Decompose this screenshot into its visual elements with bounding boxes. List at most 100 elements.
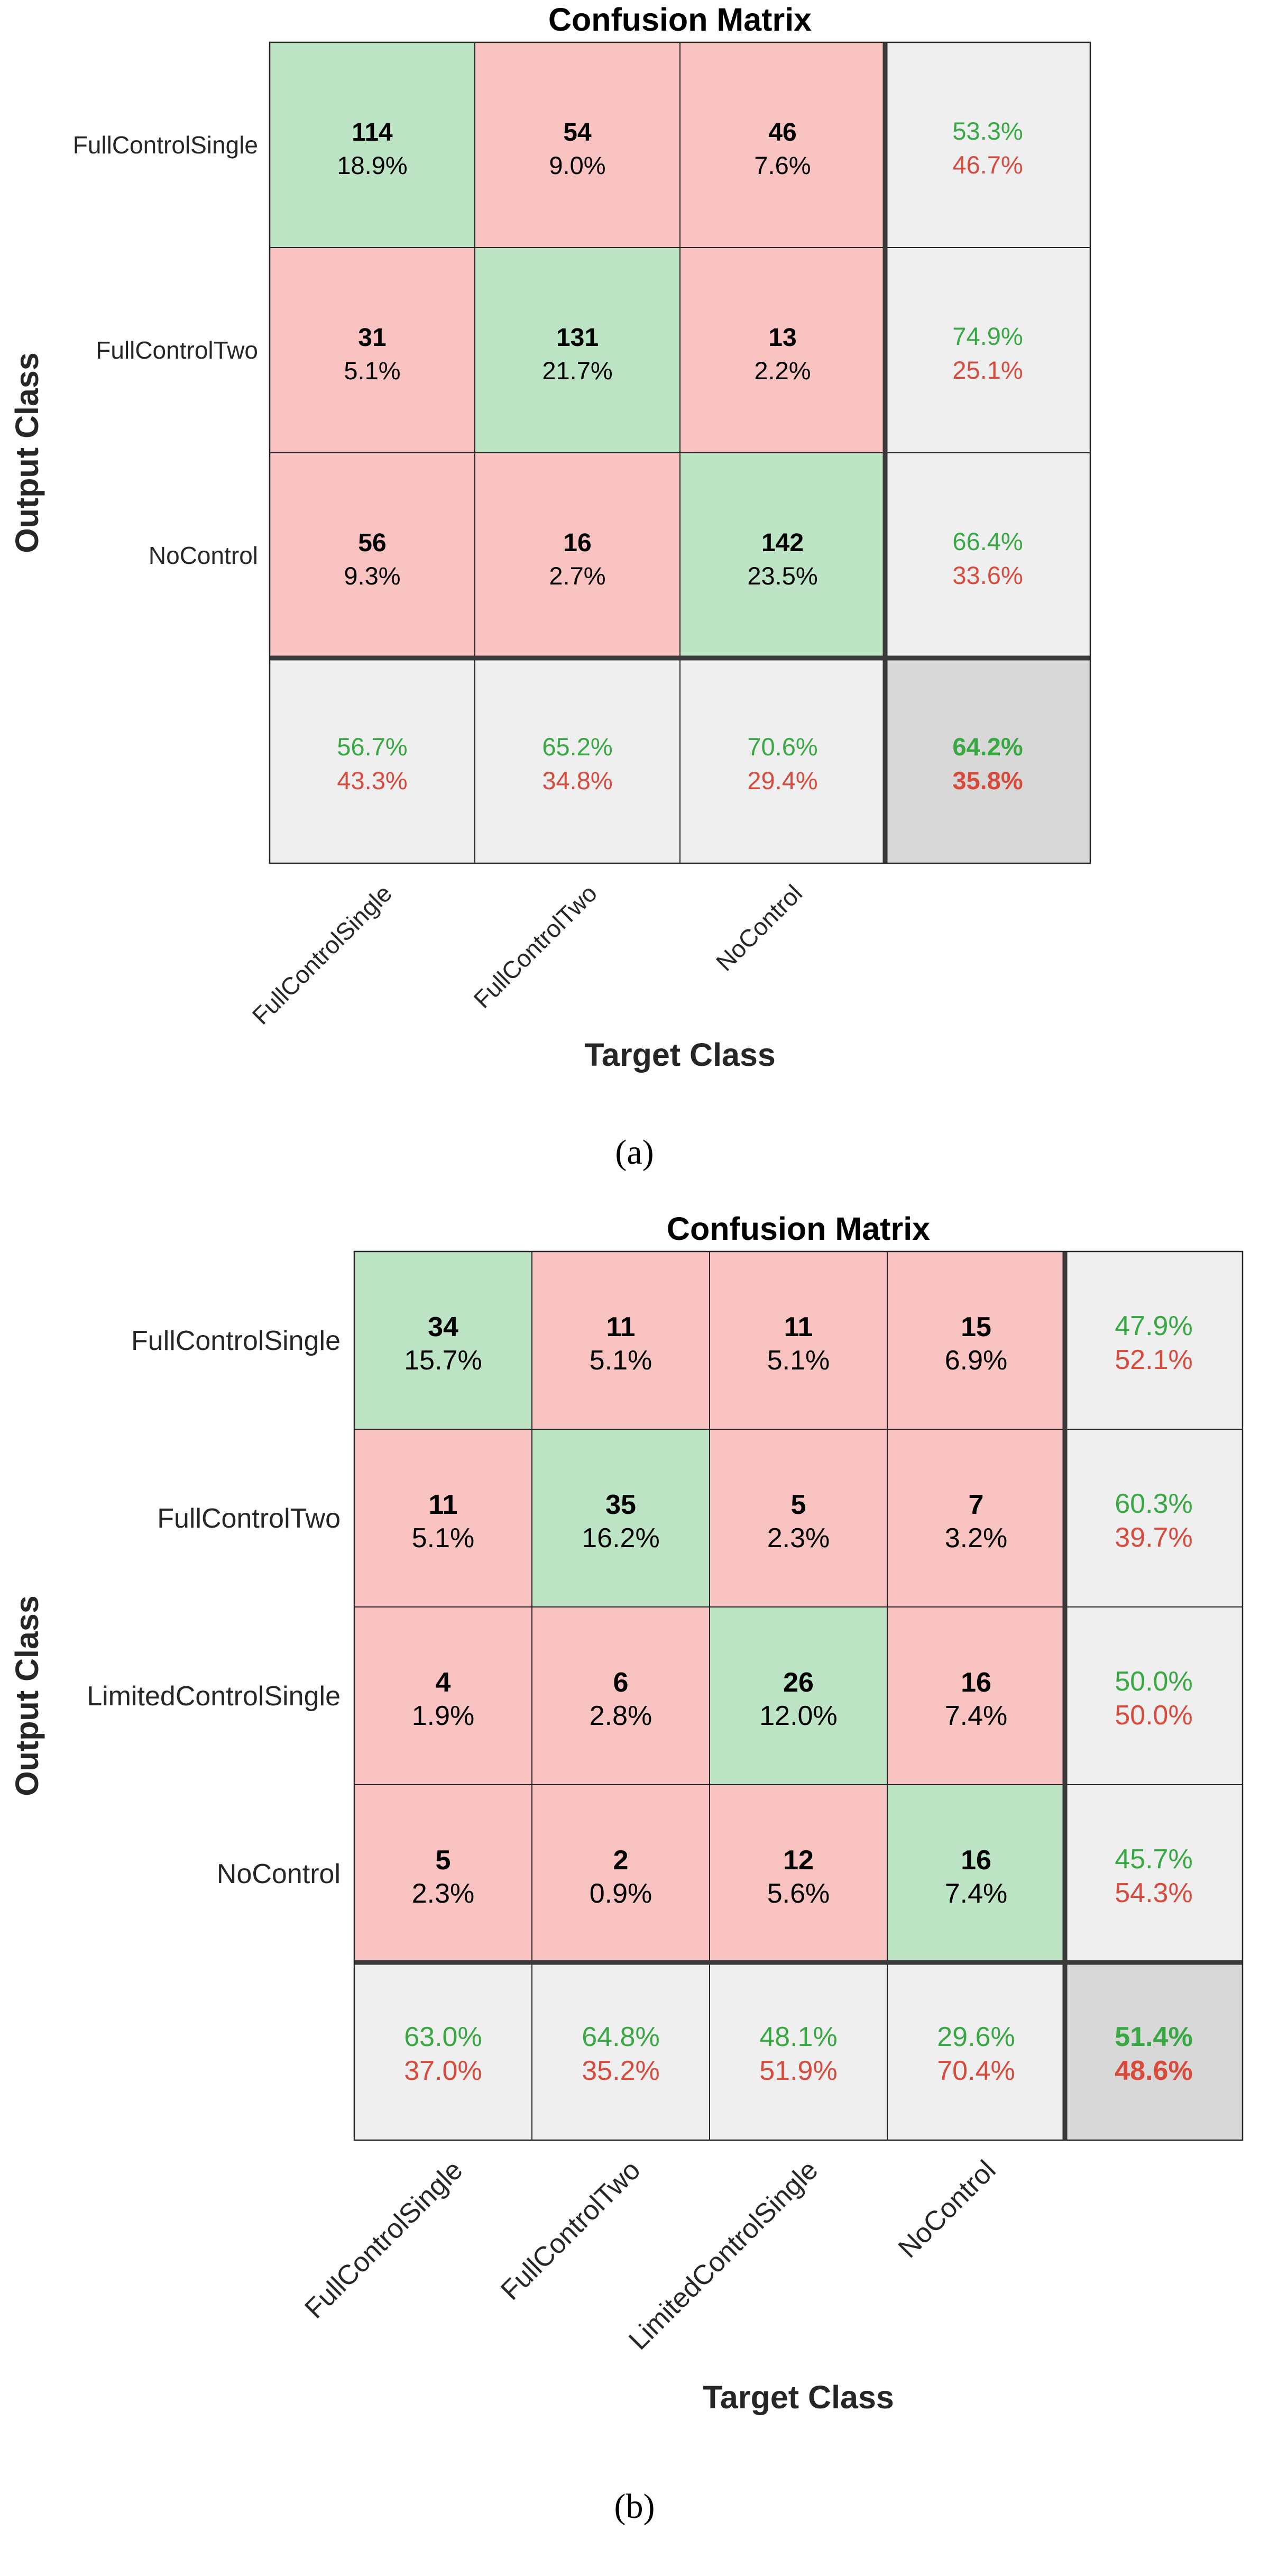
cell-percent: 3.2% (945, 1523, 1008, 1554)
cell-count: 16 (961, 1845, 991, 1876)
cell-percent: 7.6% (754, 151, 811, 179)
matrix-cell (354, 1251, 532, 1430)
cell-count: 16 (563, 529, 591, 557)
chart-title: Confusion Matrix (548, 2, 812, 38)
cell-percent: 2.3% (767, 1523, 830, 1554)
cell-count: 16 (961, 1667, 991, 1698)
col-summary-cell (679, 657, 886, 864)
total-error: 35.8% (952, 766, 1023, 794)
x-tick-label: FullControlSingle (247, 879, 397, 1029)
cell-percent: 2.3% (412, 1878, 475, 1909)
col-recall: 70.6% (747, 733, 817, 761)
y-tick-label: LimitedControlSingle (87, 1681, 341, 1712)
row-precision: 53.3% (952, 117, 1023, 145)
y-axis-label: Output Class (9, 1595, 45, 1796)
cell-count: 26 (783, 1667, 814, 1698)
row-summary-cell (1064, 1429, 1243, 1607)
cell-count: 35 (605, 1490, 636, 1520)
cell-count: 142 (761, 529, 804, 557)
row-summary-cell (885, 452, 1091, 659)
x-axis-label: Target Class (703, 2379, 894, 2415)
col-recall: 48.1% (759, 2022, 837, 2052)
row-summary-cell (1064, 1784, 1243, 1963)
cell-count: 31 (358, 324, 386, 352)
matrix-cell (709, 1429, 888, 1607)
row-error: 50.0% (1115, 1700, 1192, 1731)
cell-count: 6 (613, 1667, 629, 1698)
cell-count: 15 (961, 1312, 991, 1342)
subfigure-label: (a) (615, 1133, 654, 1172)
cell-percent: 9.0% (549, 151, 605, 179)
row-precision: 45.7% (1115, 1844, 1192, 1875)
x-tick-label: NoControl (711, 879, 807, 976)
row-precision: 66.4% (952, 527, 1023, 555)
col-error: 34.8% (542, 766, 612, 794)
row-error: 33.6% (952, 561, 1023, 589)
col-error: 37.0% (404, 2056, 482, 2086)
cell-percent: 2.8% (590, 1701, 652, 1731)
col-summary-cell (531, 1962, 710, 2141)
total-accuracy: 64.2% (952, 733, 1023, 761)
cell-percent: 23.5% (747, 562, 817, 590)
cell-count: 46 (768, 118, 796, 147)
row-precision: 60.3% (1115, 1488, 1192, 1519)
y-tick-label: NoControl (149, 542, 258, 569)
y-tick-label: FullControlSingle (73, 131, 258, 159)
cell-count: 11 (606, 1312, 636, 1342)
row-error: 52.1% (1115, 1345, 1192, 1375)
col-summary-cell (887, 1962, 1065, 2141)
matrix-cell (474, 452, 681, 659)
row-error: 54.3% (1115, 1878, 1192, 1908)
row-error: 46.7% (952, 151, 1023, 179)
row-summary-cell (885, 247, 1091, 453)
col-recall: 65.2% (542, 733, 612, 761)
y-tick-label: NoControl (217, 1859, 341, 1889)
cell-percent: 9.3% (344, 562, 400, 590)
col-summary-cell (474, 657, 681, 864)
matrix-cell (474, 247, 681, 453)
row-precision: 74.9% (952, 322, 1023, 350)
cell-percent: 5.6% (767, 1878, 830, 1909)
cell-percent: 7.4% (945, 1701, 1008, 1731)
matrix-cell (531, 1429, 710, 1607)
matrix-border (353, 1250, 1244, 2141)
col-summary-cell (269, 657, 475, 864)
cell-count: 2 (613, 1845, 629, 1876)
matrix-cell (709, 1606, 888, 1785)
cell-percent: 5.1% (412, 1523, 475, 1554)
col-error: 29.4% (747, 766, 817, 794)
matrix-cell (887, 1429, 1065, 1607)
col-recall: 64.8% (582, 2022, 659, 2052)
cell-percent: 5.1% (767, 1345, 830, 1376)
row-summary-cell (1064, 1606, 1243, 1785)
x-tick-label: LimitedControlSingle (623, 2154, 824, 2355)
matrix-cell (531, 1784, 710, 1963)
cell-percent: 5.1% (344, 357, 400, 385)
cell-percent: 12.0% (759, 1701, 837, 1731)
row-error: 25.1% (952, 356, 1023, 384)
y-tick-label: FullControlSingle (131, 1326, 341, 1356)
cell-percent: 2.7% (549, 562, 605, 590)
total-accuracy: 51.4% (1115, 2022, 1192, 2052)
confusion-matrix-a: Confusion Matrix 114 18.9% 54 9.0% 46 7.6% 53.3… (9, 2, 1091, 1172)
col-recall: 56.7% (337, 733, 407, 761)
cell-count: 34 (428, 1312, 458, 1342)
cell-count: 13 (768, 324, 796, 352)
cell-count: 5 (791, 1490, 806, 1520)
cell-count: 11 (784, 1312, 813, 1342)
y-axis-label: Output Class (9, 352, 45, 553)
x-tick-label: NoControl (893, 2154, 1002, 2264)
confusion-matrix-b: Confusion Matrix3415.7%115.1%115.1%156.9… (9, 1211, 1244, 2526)
matrix-cell (269, 247, 475, 453)
x-tick-label: FullControlTwo (495, 2154, 646, 2306)
matrix-cell (474, 42, 681, 248)
cell-count: 12 (783, 1845, 814, 1876)
y-tick-label: FullControlTwo (96, 336, 258, 364)
row-summary-cell (1064, 1251, 1243, 1430)
cell-percent: 2.2% (754, 357, 811, 385)
row-precision: 47.9% (1115, 1311, 1192, 1341)
matrix-cell (354, 1606, 532, 1785)
col-error: 43.3% (337, 766, 407, 794)
x-tick-label: FullControlTwo (468, 879, 602, 1013)
